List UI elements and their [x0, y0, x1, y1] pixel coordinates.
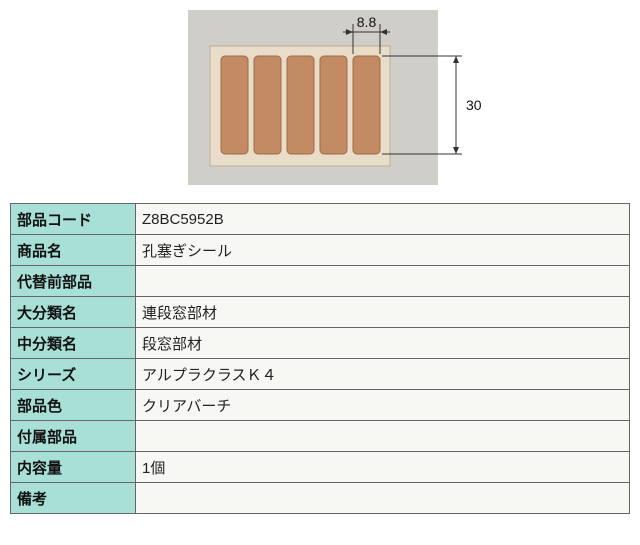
table-row: 備考: [11, 483, 630, 514]
table-row: 大分類名連段窓部材: [11, 297, 630, 328]
row-value: アルプラクラスＫ４: [136, 359, 630, 390]
table-row: 部品色クリアバーチ: [11, 390, 630, 421]
row-value: Z8BC5952B: [136, 204, 630, 235]
row-label: 部品色: [11, 390, 136, 421]
table-row: 部品コードZ8BC5952B: [11, 204, 630, 235]
table-row: 内容量1個: [11, 452, 630, 483]
table-row: シリーズアルプラクラスＫ４: [11, 359, 630, 390]
product-diagram: 8.8 30: [188, 10, 493, 185]
spec-table: 部品コードZ8BC5952B商品名孔塞ぎシール代替前部品大分類名連段窓部材中分類…: [10, 203, 630, 514]
row-value: 段窓部材: [136, 328, 630, 359]
dimension-width-label: 8.8: [356, 14, 376, 30]
product-diagram-container: 8.8 30: [10, 10, 630, 185]
row-value: クリアバーチ: [136, 390, 630, 421]
row-label: 付属部品: [11, 421, 136, 452]
row-value: [136, 266, 630, 297]
row-value: 連段窓部材: [136, 297, 630, 328]
row-label: 商品名: [11, 235, 136, 266]
table-row: 付属部品: [11, 421, 630, 452]
dimension-height-label: 30: [466, 97, 482, 113]
row-label: 備考: [11, 483, 136, 514]
row-label: 代替前部品: [11, 266, 136, 297]
row-value: [136, 483, 630, 514]
row-value: 1個: [136, 452, 630, 483]
row-label: シリーズ: [11, 359, 136, 390]
row-value: 孔塞ぎシール: [136, 235, 630, 266]
row-label: 大分類名: [11, 297, 136, 328]
row-label: 部品コード: [11, 204, 136, 235]
row-label: 内容量: [11, 452, 136, 483]
table-row: 代替前部品: [11, 266, 630, 297]
table-row: 商品名孔塞ぎシール: [11, 235, 630, 266]
row-label: 中分類名: [11, 328, 136, 359]
table-row: 中分類名段窓部材: [11, 328, 630, 359]
row-value: [136, 421, 630, 452]
